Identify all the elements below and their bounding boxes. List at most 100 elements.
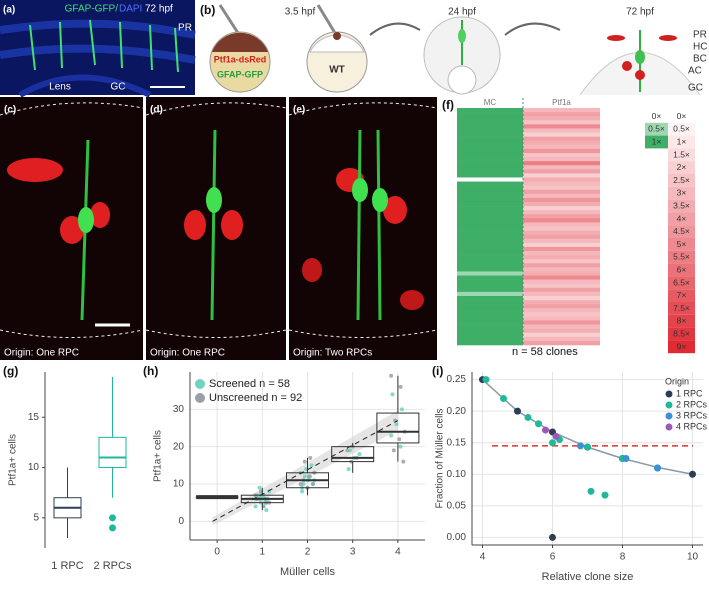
layer-label: BC <box>693 54 707 65</box>
panel-label: (d) <box>150 105 163 116</box>
heat-cell <box>523 140 600 146</box>
heat-cell <box>523 234 600 240</box>
point <box>549 439 556 447</box>
point <box>482 376 490 384</box>
heat-cell <box>523 210 600 215</box>
heat-cell <box>523 287 600 293</box>
heat-cell <box>457 312 523 317</box>
image-e <box>288 97 438 360</box>
y-tick-label: 30 <box>173 404 185 415</box>
legend-label: 8.5× <box>673 328 690 338</box>
donor-label: GFAP-GFP <box>217 69 263 79</box>
point <box>398 384 403 389</box>
legend-label: Screened n = 58 <box>209 378 290 390</box>
heat-cell <box>523 124 600 129</box>
legend-label: 1 RPC <box>676 388 703 398</box>
point <box>500 395 507 403</box>
legend-label: 2.5× <box>673 175 690 185</box>
fit-line <box>212 420 399 522</box>
legend-cell <box>668 250 695 264</box>
heat-cell <box>457 169 523 174</box>
heat-cell <box>457 332 523 338</box>
heat-cell <box>457 144 523 150</box>
legend-label: 4 RPCs <box>676 421 708 431</box>
heat-cell <box>523 108 600 113</box>
heat-cell <box>457 136 523 141</box>
legend-marker <box>195 393 205 403</box>
legend-marker <box>665 423 673 431</box>
legend-cell <box>668 110 695 123</box>
legend-label: Unscreened n = 92 <box>209 392 302 404</box>
muller-soma <box>635 50 645 64</box>
heat-cell <box>457 251 523 256</box>
heat-cell <box>457 116 523 121</box>
column-header: Ptf1a <box>552 98 571 107</box>
origin: Origin: One RPC <box>150 348 225 359</box>
legend-cell <box>668 225 695 238</box>
y-tick-label: 0.15 <box>447 437 467 448</box>
heat-cell <box>523 332 600 338</box>
heat-cell <box>523 173 600 178</box>
point <box>524 413 532 421</box>
heat-cell <box>523 136 600 141</box>
glia <box>29 19 179 73</box>
point <box>302 474 307 479</box>
stage-label: 3.5 hpf <box>285 7 316 18</box>
point <box>398 444 403 449</box>
box <box>331 446 375 463</box>
heat-cell <box>457 157 523 162</box>
point <box>357 452 362 457</box>
heat-cell <box>457 201 523 207</box>
point <box>390 392 395 397</box>
heat-cell <box>523 304 600 309</box>
point <box>514 407 521 415</box>
lens <box>447 65 477 95</box>
heat-cell <box>457 128 523 133</box>
annotation: n = 58 clones <box>512 346 578 358</box>
legend-label: 3.5× <box>673 200 690 210</box>
heat-cell <box>457 214 523 219</box>
layer-label: GC <box>688 83 703 94</box>
heat-cell <box>457 283 523 289</box>
x-tick-label: 2 <box>305 547 311 558</box>
legend-label: 2× <box>677 162 687 172</box>
pipette <box>316 4 337 34</box>
heat-cell <box>523 201 600 207</box>
lens-edge <box>18 74 152 98</box>
heat-cell <box>523 128 600 133</box>
hc-cell <box>607 35 625 41</box>
heat-cell <box>523 324 600 329</box>
legend-marker <box>665 390 673 398</box>
donor-label: Ptf1a-dsRed <box>214 54 267 64</box>
stain: DAPI <box>119 4 142 15</box>
y-tick-label: 0.10 <box>447 469 467 480</box>
heat-cell <box>457 148 523 154</box>
point <box>391 448 396 453</box>
heat-cell <box>457 210 523 215</box>
point <box>300 489 305 494</box>
y-tick-label: 5 <box>33 512 39 523</box>
legend-label: 6.5× <box>673 277 690 287</box>
y-tick-label: 20 <box>173 441 185 452</box>
legend-label: 3 RPCs <box>676 410 708 420</box>
heat-cell <box>523 275 600 280</box>
y-tick-label: 0 <box>178 516 184 527</box>
image-c <box>0 97 144 360</box>
x-tick-label: 0 <box>214 547 220 558</box>
heat-cell <box>523 222 600 227</box>
heat-cell <box>457 234 523 240</box>
heat-cell <box>523 316 600 321</box>
column-header: MC <box>484 98 497 107</box>
legend-cell <box>668 340 695 354</box>
heat-cell <box>457 181 523 186</box>
panel-label: (g) <box>3 364 18 378</box>
point <box>310 482 315 486</box>
point <box>257 485 262 490</box>
legend-cell <box>668 276 695 290</box>
heat-cell <box>523 157 600 162</box>
heat-cell <box>457 124 523 129</box>
heat-cell <box>457 120 523 125</box>
legend-cell <box>668 212 695 226</box>
heat-cell <box>523 320 600 325</box>
point <box>622 455 630 462</box>
